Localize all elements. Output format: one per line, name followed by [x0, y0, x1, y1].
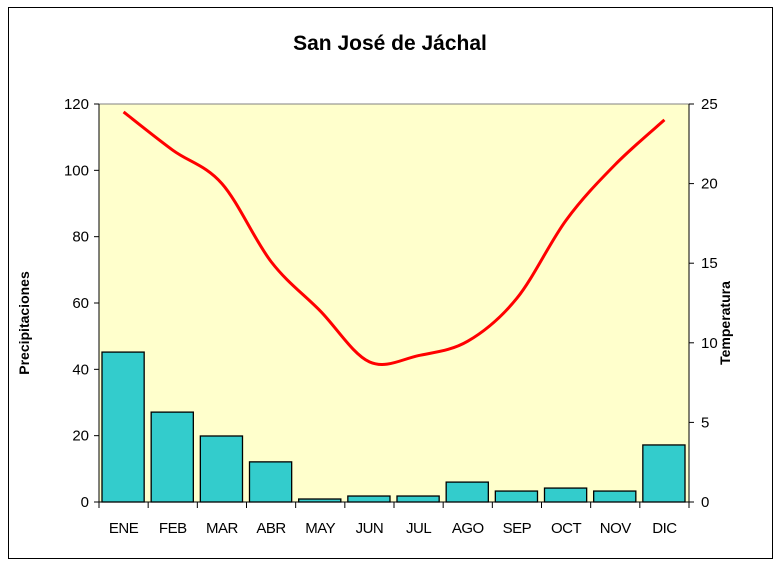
x-tick-label: JUN	[356, 520, 384, 537]
y-tick-label: 120	[64, 96, 89, 113]
y2-tick-label: 25	[701, 96, 718, 113]
x-tick-label: SEP	[503, 520, 532, 537]
chart-frame	[8, 7, 773, 559]
y2-axis-label: Temperatura	[717, 281, 733, 365]
y-tick-label: 20	[72, 428, 89, 445]
x-tick-label: NOV	[600, 520, 632, 537]
bar-sep	[494, 490, 539, 503]
plot-area	[98, 103, 690, 503]
x-tick-label: AGO	[452, 520, 484, 537]
x-tick-label: DIC	[652, 520, 677, 537]
chart-title: San José de Jáchal	[293, 32, 487, 55]
x-tick-label: MAY	[305, 520, 335, 537]
bar-ene	[101, 351, 145, 503]
bar-feb	[150, 411, 194, 503]
y2-tick-label: 20	[701, 176, 718, 193]
bar-abr	[248, 461, 293, 503]
bar-dic	[642, 444, 686, 503]
bar-ago	[445, 481, 489, 503]
x-tick-label: ENE	[109, 520, 139, 537]
bar-mar	[199, 435, 244, 503]
y2-tick-label: 5	[701, 414, 709, 431]
y2-tick-label: 10	[701, 335, 718, 352]
y-tick-label: 80	[72, 229, 89, 246]
x-tick-label: MAR	[206, 520, 239, 537]
y-tick-label: 0	[81, 494, 89, 511]
bar-jul	[396, 495, 440, 503]
bar-oct	[543, 487, 588, 503]
y-tick-label: 60	[72, 295, 89, 312]
y2-tick-label: 0	[701, 494, 709, 511]
x-tick-label: OCT	[551, 520, 582, 537]
x-tick-label: ABR	[256, 520, 286, 537]
bar-jun	[347, 495, 391, 503]
y2-tick-label: 15	[701, 255, 718, 272]
bar-nov	[593, 490, 637, 503]
x-tick-label: JUL	[406, 520, 431, 537]
y-tick-label: 40	[72, 361, 89, 378]
y-tick-label: 100	[64, 162, 89, 179]
x-tick-label: FEB	[159, 520, 187, 537]
y-axis-label: Precipitaciones	[16, 271, 32, 375]
